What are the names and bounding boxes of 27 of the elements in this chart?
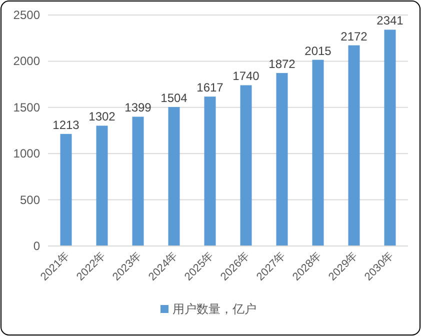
bar [204, 96, 216, 246]
bar [60, 134, 72, 246]
bar [240, 85, 252, 246]
data-label: 2015 [304, 44, 332, 58]
bar [276, 73, 288, 246]
y-tick-label: 500 [20, 192, 40, 207]
data-label: 1740 [232, 69, 260, 84]
legend-label: 用户数量，亿户 [172, 302, 256, 316]
y-tick-label: 2500 [13, 8, 40, 22]
y-tick-label: 1000 [13, 146, 40, 161]
y-tick-label: 2000 [13, 54, 40, 68]
bar [348, 45, 360, 246]
y-tick-label: 1500 [13, 100, 40, 114]
data-label: 1302 [88, 110, 116, 124]
data-label: 1504 [160, 91, 188, 106]
bar [312, 60, 324, 246]
bar [96, 126, 108, 246]
y-tick-label: 0 [33, 239, 40, 253]
bar [384, 30, 396, 246]
data-label: 2172 [340, 29, 368, 44]
bar [168, 107, 180, 246]
data-label: 1213 [52, 118, 80, 132]
data-label: 2341 [376, 14, 404, 28]
data-label: 1872 [268, 57, 296, 72]
data-label: 1617 [196, 80, 224, 95]
bar [132, 116, 144, 246]
data-label: 1399 [124, 100, 152, 115]
